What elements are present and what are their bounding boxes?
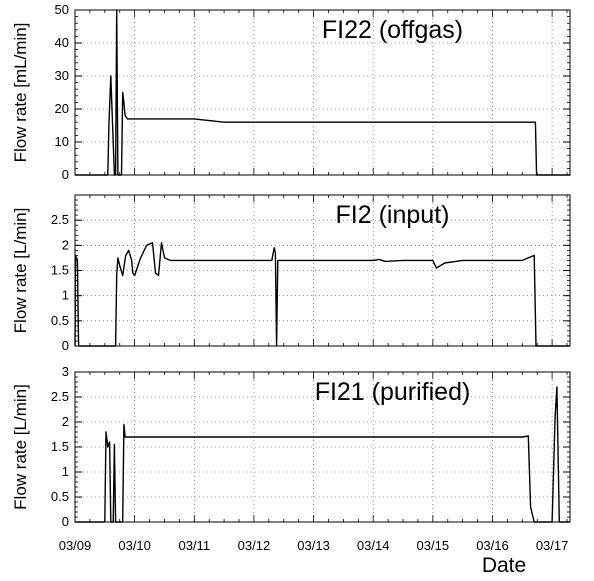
y-tick-label: 1 bbox=[62, 464, 69, 479]
y-tick-label: 2 bbox=[62, 414, 69, 429]
series-line bbox=[75, 386, 570, 523]
x-tick-label: 03/15 bbox=[417, 538, 450, 553]
y-tick-label: 1.5 bbox=[51, 263, 69, 278]
y-tick-label: 30 bbox=[55, 68, 69, 83]
y-tick-label: 1.5 bbox=[51, 439, 69, 454]
y-tick-label: 2 bbox=[62, 237, 69, 252]
x-tick-label: 03/13 bbox=[297, 538, 330, 553]
x-axis-label: Date bbox=[482, 554, 526, 577]
y-tick-label: 40 bbox=[55, 35, 69, 50]
panel-title: FI22 (offgas) bbox=[322, 16, 463, 44]
y-axis-label: Flow rate [mL/min] bbox=[11, 23, 30, 163]
y-tick-label: 10 bbox=[55, 134, 69, 149]
y-tick-label: 1 bbox=[62, 288, 69, 303]
x-tick-label: 03/11 bbox=[178, 538, 210, 553]
x-tick-label: 03/14 bbox=[357, 538, 390, 553]
y-tick-label: 3 bbox=[62, 364, 69, 379]
y-tick-label: 0 bbox=[62, 167, 69, 182]
y-tick-label: 50 bbox=[55, 2, 69, 17]
x-tick-label: 03/17 bbox=[536, 538, 569, 553]
y-axis-label: Flow rate [L/min] bbox=[11, 384, 30, 510]
panel-title: FI21 (purified) bbox=[315, 378, 471, 406]
x-tick-label: 03/10 bbox=[118, 538, 151, 553]
y-tick-label: 0 bbox=[62, 514, 69, 529]
y-tick-label: 2.5 bbox=[51, 212, 69, 227]
x-tick-label: 03/16 bbox=[476, 538, 509, 553]
y-tick-label: 0.5 bbox=[51, 489, 69, 504]
y-tick-label: 20 bbox=[55, 101, 69, 116]
y-axis-label: Flow rate [L/min] bbox=[11, 208, 30, 334]
x-tick-label: 03/12 bbox=[238, 538, 271, 553]
y-tick-label: 2.5 bbox=[51, 389, 69, 404]
y-tick-label: 0 bbox=[62, 338, 69, 353]
panel-title: FI2 (input) bbox=[336, 201, 450, 229]
series-line bbox=[74, 242, 570, 347]
x-tick-label: 03/09 bbox=[59, 538, 92, 553]
y-tick-label: 0.5 bbox=[51, 313, 69, 328]
series-line bbox=[75, 9, 570, 176]
plot-frame bbox=[74, 9, 571, 176]
